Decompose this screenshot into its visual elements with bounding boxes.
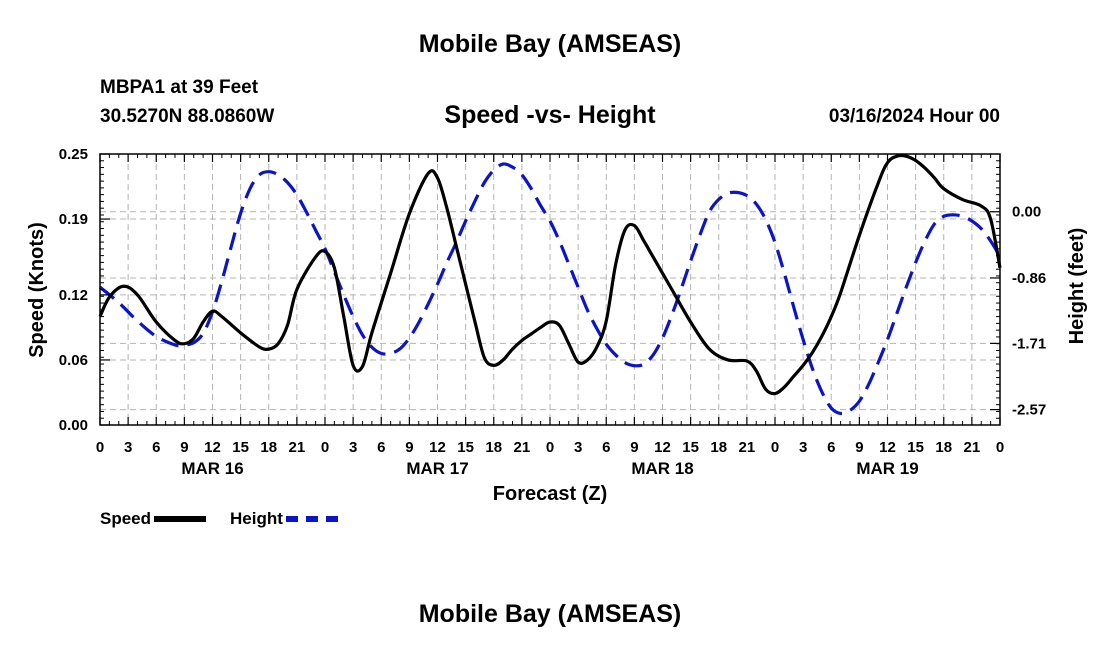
x-tick-label: 6: [602, 439, 610, 456]
x-tick-label: 12: [879, 439, 896, 456]
x-tick-label: 9: [630, 439, 638, 456]
x-tick-label: 12: [429, 439, 446, 456]
x-tick-label: 15: [682, 439, 699, 456]
y2-tick-label: -2.57: [1012, 402, 1046, 419]
label-layer: 0 3 6 9 12 15 18 21 0 3 6 9 12 15 18 21 0 3 6 9 12 15 18 21 0 3 6 9…: [59, 146, 1046, 478]
series-layer: [98, 153, 1002, 416]
y-tick-label: 0.06: [59, 352, 88, 369]
x-tick-label: 18: [485, 439, 502, 456]
x-tick-label: 0: [546, 439, 554, 456]
x-tick-label: 15: [232, 439, 249, 456]
chart-subtitle: Speed -vs- Height: [444, 101, 656, 129]
legend-height-swatch: [285, 516, 338, 522]
legend-speed: Speed: [100, 509, 207, 529]
x-tick-label: 21: [289, 439, 306, 456]
speed-series-line: [98, 153, 1002, 396]
legend-height: Height: [230, 509, 338, 529]
footer-title: Mobile Bay (AMSEAS): [418, 600, 682, 628]
y-axis-title: Speed (Knots): [26, 222, 48, 358]
station-label: MBPA1 at 39 Feet: [100, 77, 259, 98]
x-tick-label: 12: [204, 439, 221, 456]
x-tick-label: 21: [739, 439, 756, 456]
x-tick-label: 6: [377, 439, 385, 456]
x-tick-label: 21: [964, 439, 981, 456]
x-tick-label: 9: [855, 439, 863, 456]
x-tick-label: 18: [260, 439, 277, 456]
forecast-datetime: 03/16/2024 Hour 00: [828, 106, 1000, 127]
x-tick-label: 18: [935, 439, 952, 456]
x-tick-label: 0: [996, 439, 1004, 456]
y-tick-label: 0.12: [59, 287, 88, 304]
x-tick-label: 3: [124, 439, 132, 456]
y-tick-label: 0.19: [59, 211, 88, 228]
tick-layer: [99, 153, 1001, 426]
x-tick-label: 3: [574, 439, 582, 456]
x-tick-label: 9: [180, 439, 188, 456]
x-tick-label: 6: [827, 439, 835, 456]
height-series-line: [98, 162, 1002, 416]
x-tick-label: 18: [710, 439, 727, 456]
station-coordinates: 30.5270N 88.0860W: [100, 106, 275, 127]
grid-layer: [100, 154, 1000, 425]
x-date-label: MAR 18: [631, 459, 693, 478]
legend-speed-swatch: [154, 516, 207, 522]
x-tick-label: 6: [152, 439, 160, 456]
y2-tick-label: 0.00: [1012, 204, 1041, 221]
legend-height-label: Height: [230, 509, 283, 528]
x-tick-label: 15: [457, 439, 474, 456]
x-tick-label: 9: [405, 439, 413, 456]
y2-axis-title: Height (feet): [1066, 228, 1088, 345]
x-date-label: MAR 16: [181, 459, 243, 478]
x-tick-label: 3: [349, 439, 357, 456]
y-tick-label: 0.25: [59, 146, 88, 163]
x-tick-label: 0: [771, 439, 779, 456]
x-tick-label: 3: [799, 439, 807, 456]
page-title: Mobile Bay (AMSEAS): [418, 30, 682, 58]
x-tick-label: 12: [654, 439, 671, 456]
x-date-label: MAR 19: [856, 459, 918, 478]
x-axis-title: Forecast (Z): [493, 483, 607, 505]
x-tick-label: 21: [514, 439, 531, 456]
y-tick-label: 0.00: [59, 417, 88, 434]
y2-tick-label: -1.71: [1012, 335, 1046, 352]
y2-tick-label: -0.86: [1012, 270, 1046, 287]
legend-speed-label: Speed: [100, 509, 152, 528]
x-tick-label: 0: [96, 439, 104, 456]
x-tick-label: 0: [321, 439, 329, 456]
x-date-label: MAR 17: [406, 459, 468, 478]
x-tick-label: 15: [907, 439, 924, 456]
